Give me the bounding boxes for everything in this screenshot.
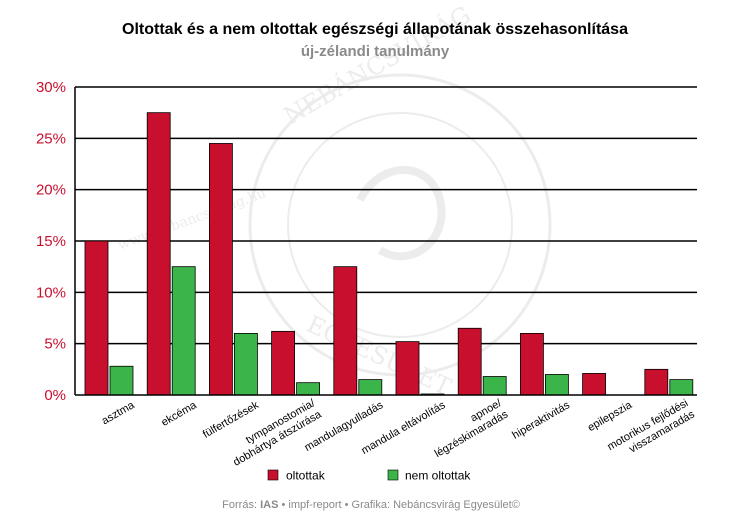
bar-nem-oltottak — [171, 266, 196, 396]
bar-oltottak — [208, 143, 233, 396]
bar-oltottak — [395, 341, 420, 396]
source-org: IAS — [260, 499, 278, 511]
y-tick-label: 30% — [36, 79, 66, 96]
y-axis-ticks: 0% 5% 10% 15% 20% 25% 30% — [36, 79, 66, 404]
x-axis-ticks: asztma ekcéma fülfertőzésektympanostomia/d… — [100, 397, 697, 469]
y-tick-label: 20% — [36, 182, 66, 199]
bar-oltottak — [644, 368, 669, 396]
y-tick-label: 25% — [36, 130, 66, 147]
x-tick-label: hiperaktivitás — [510, 399, 572, 442]
chart-title: Oltottak és a nem oltottak egészségi áll… — [122, 21, 628, 38]
y-tick-label: 0% — [44, 387, 66, 404]
watermark-top-text: NEBÁNCSVIRÁG — [279, 0, 476, 130]
x-tick-label: ekcéma — [159, 399, 199, 429]
x-tick-label: epilepszia — [586, 399, 635, 434]
axes — [74, 87, 697, 396]
bar-nem-oltottak — [233, 332, 258, 396]
legend-label-nem-oltottak: nem oltottak — [405, 469, 471, 483]
bar-oltottak — [146, 112, 171, 396]
legend: oltottak nem oltottak — [267, 469, 471, 483]
legend-label-oltottak: oltottak — [286, 469, 326, 483]
bar-nem-oltottak — [358, 379, 383, 396]
y-tick-label: 15% — [36, 233, 66, 250]
bar-oltottak — [520, 332, 544, 396]
bar-oltottak — [84, 240, 109, 396]
bar-oltottak — [271, 330, 296, 396]
bar-oltottak — [333, 266, 358, 396]
source-prefix: Forrás: — [222, 499, 260, 511]
bar-oltottak — [582, 373, 606, 396]
bar-nem-oltottak — [482, 376, 507, 396]
source-credit: Forrás: IAS • impf-report • Grafika: Neb… — [222, 499, 520, 511]
legend-swatch-nem-oltottak — [387, 469, 399, 481]
bar-nem-oltottak — [109, 365, 134, 396]
y-tick-label: 5% — [44, 336, 66, 353]
bars — [84, 112, 694, 396]
legend-swatch-oltottak — [267, 469, 279, 481]
watermark-url: www.nebancsvirag.hu — [116, 185, 268, 253]
source-rest: • impf-report • Grafika: Nebáncsvirág Eg… — [278, 499, 519, 511]
bar-nem-oltottak — [669, 379, 694, 396]
bar-nem-oltottak — [296, 382, 321, 396]
bar-nem-oltottak — [545, 374, 569, 396]
bar-oltottak — [457, 327, 482, 396]
y-tick-label: 10% — [36, 284, 66, 301]
x-tick-label: asztma — [100, 399, 137, 428]
chart-subtitle: új-zélandi tanulmány — [301, 43, 450, 60]
